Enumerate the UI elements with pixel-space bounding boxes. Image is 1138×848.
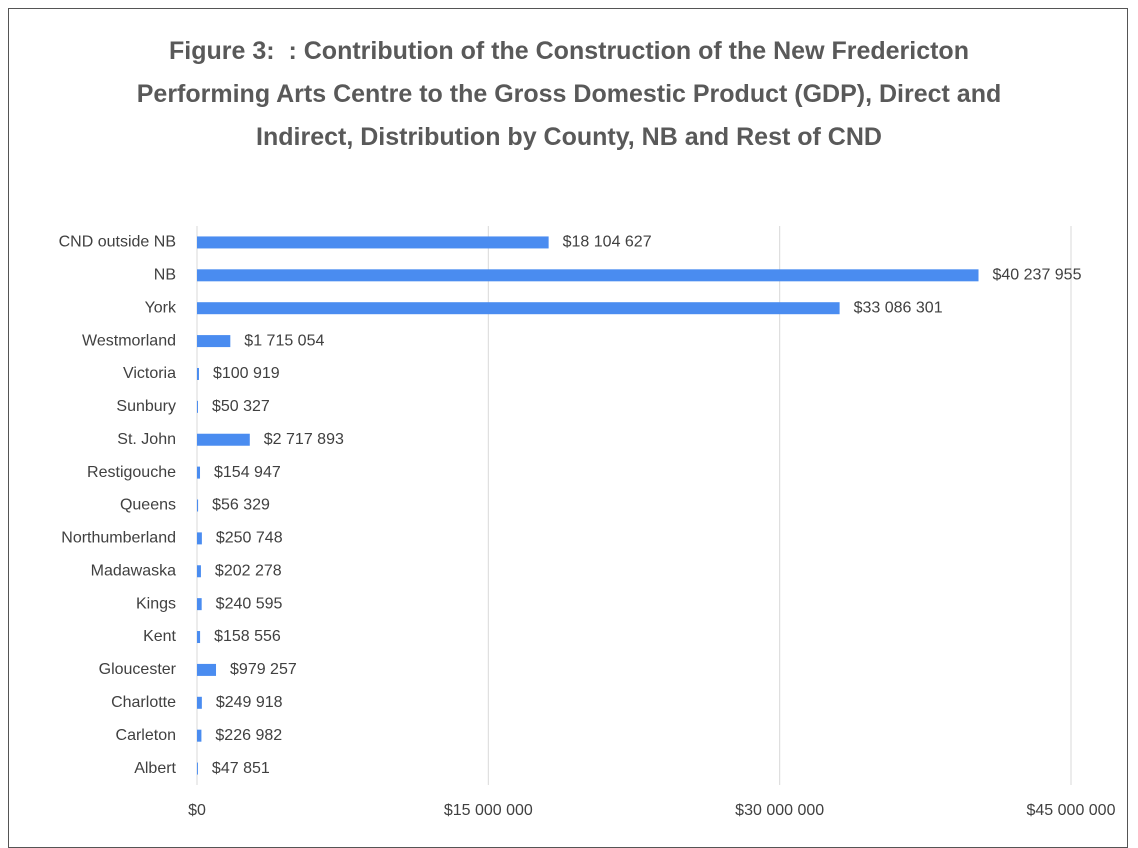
value-label: $250 748	[216, 530, 283, 547]
bar	[197, 499, 199, 512]
value-label: $1 715 054	[244, 332, 324, 349]
y-tick-label: York	[145, 299, 177, 316]
chart-title: Figure 3: : Contribution of the Construc…	[136, 37, 1009, 151]
bar	[197, 302, 840, 315]
y-tick-label: CND outside NB	[59, 234, 176, 251]
y-tick-label: NB	[154, 267, 176, 284]
y-tick-label: Carleton	[116, 727, 176, 744]
bar	[197, 335, 231, 348]
x-tick-label: $15 000 000	[444, 802, 533, 819]
value-label: $50 327	[212, 398, 270, 415]
value-label: $979 257	[230, 661, 297, 678]
bar	[197, 433, 250, 446]
value-label: $100 919	[213, 365, 280, 382]
value-label: $202 278	[215, 562, 282, 579]
bar	[197, 565, 201, 578]
y-tick-label: Westmorland	[82, 332, 176, 349]
y-tick-label: Gloucester	[99, 661, 177, 678]
y-tick-label: Queens	[120, 497, 176, 514]
y-tick-label: Charlotte	[111, 694, 176, 711]
value-label: $226 982	[215, 727, 282, 744]
y-tick-label: Kings	[136, 595, 176, 612]
y-tick-label: Restigouche	[87, 464, 176, 481]
x-tick-label: $0	[188, 802, 206, 819]
y-tick-label: Sunbury	[116, 398, 176, 415]
bar	[197, 236, 549, 249]
value-label: $18 104 627	[563, 234, 652, 251]
value-label: $249 918	[216, 694, 283, 711]
value-label: $154 947	[214, 464, 281, 481]
bar	[197, 367, 199, 380]
value-label: $33 086 301	[854, 299, 943, 316]
y-tick-label: Northumberland	[61, 530, 176, 547]
bar	[197, 532, 202, 545]
bar	[197, 762, 198, 775]
bar	[197, 663, 217, 676]
value-label: $47 851	[212, 760, 270, 777]
bar	[197, 631, 201, 644]
bar	[197, 696, 202, 709]
bar	[197, 269, 979, 282]
value-label: $56 329	[212, 497, 270, 514]
bar	[197, 598, 202, 611]
bar	[197, 400, 198, 413]
value-label: $158 556	[214, 628, 281, 645]
y-tick-label: Madawaska	[91, 562, 176, 579]
value-label: $2 717 893	[264, 431, 344, 448]
bar	[197, 729, 202, 742]
y-tick-label: Victoria	[123, 365, 176, 382]
y-tick-label: Kent	[143, 628, 176, 645]
y-tick-label: Albert	[134, 760, 176, 777]
x-tick-label: $30 000 000	[735, 802, 824, 819]
y-tick-label: St. John	[117, 431, 176, 448]
value-label: $240 595	[216, 595, 283, 612]
bar	[197, 466, 201, 479]
x-tick-label: $45 000 000	[1027, 802, 1116, 819]
value-label: $40 237 955	[993, 267, 1082, 284]
